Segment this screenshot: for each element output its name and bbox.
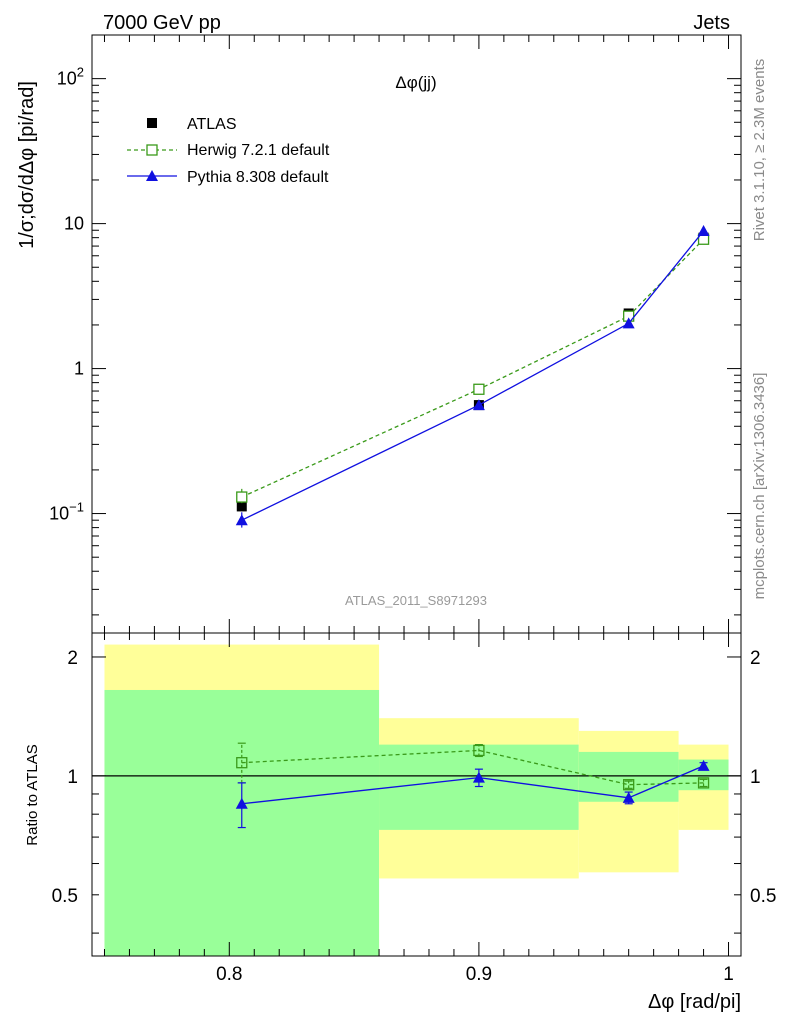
legend-pythia-marker: [146, 170, 158, 181]
legend-pythia-label: Pythia 8.308 default: [187, 169, 329, 186]
legend-atlas-marker: [147, 118, 157, 128]
legend-entry-atlas: ATLAS: [147, 116, 237, 133]
header-left: 7000 GeV pp: [103, 12, 221, 34]
x-axis-label: Δφ [rad/pi]: [648, 991, 741, 1013]
series-line-herwig: [241, 238, 705, 498]
data-point-atlas: [236, 501, 247, 512]
ratio-line-pythia: [241, 765, 704, 805]
ratio-y-tick-label-right: 1: [750, 767, 761, 788]
ratio-y-tick-label-right: 2: [750, 648, 761, 669]
data-point-pythia: [697, 224, 710, 236]
x-tick-label: 1: [723, 964, 734, 985]
ratio-y-tick-label-left: 1: [67, 767, 78, 788]
legend-entry-pythia: Pythia 8.308 default: [127, 169, 329, 186]
ratio-point-pythia: [697, 759, 710, 771]
x-tick-label: 0.8: [216, 964, 242, 985]
x-tick-label: 0.9: [466, 964, 492, 985]
data-point-herwig: [236, 491, 248, 503]
ratio-y-axis-label: Ratio to ATLAS: [24, 744, 41, 845]
ratio-point-pythia: [235, 797, 248, 809]
ratio-tick-labels: 0.5 0.5 1 1 2 2 0.8 0.9 1: [52, 648, 777, 985]
ratio-series: [235, 742, 710, 829]
ratio-axis-ticks: [92, 633, 741, 956]
data-point-pythia: [235, 514, 248, 526]
y-tick-label: 102: [57, 65, 84, 89]
legend-entry-herwig: Herwig 7.2.1 default: [127, 142, 330, 159]
legend: ATLAS Herwig 7.2.1 default Pythia 8.308 …: [127, 116, 330, 186]
data-point-herwig: [473, 383, 485, 395]
ratio-point-herwig: [697, 777, 710, 789]
ratio-plot-frame: [91, 632, 742, 957]
ratio-y-tick-label-left: 0.5: [52, 886, 78, 907]
ratio-line-herwig: [241, 749, 704, 786]
ratio-y-tick-label-right: 0.5: [750, 886, 776, 907]
ratio-point-herwig: [623, 779, 635, 791]
analysis-watermark: ATLAS_2011_S8971293: [345, 593, 487, 608]
series-line-pythia: [241, 230, 705, 521]
legend-atlas-label: ATLAS: [187, 116, 237, 133]
ratio-point-pythia: [622, 791, 635, 803]
data-point-pythia: [472, 399, 485, 411]
ratio-uncertainty-bands: [104, 644, 729, 956]
ratio-point-herwig: [236, 757, 248, 769]
source-label: mcplots.cern.ch [arXiv:1306.3436]: [751, 373, 768, 600]
top-y-axis-label: 1/σ;dσ/dΔφ [pi/rad]: [16, 81, 38, 249]
top-axis-ticks: [92, 34, 741, 633]
rivet-label: Rivet 3.1.10, ≥ 2.3M events: [751, 59, 768, 242]
ratio-y-tick-label-left: 2: [67, 648, 78, 669]
ratio-point-pythia: [472, 771, 485, 783]
top-series: [235, 224, 710, 528]
legend-herwig-label: Herwig 7.2.1 default: [187, 142, 330, 159]
data-point-pythia: [622, 317, 635, 329]
plot-title: Δφ(jj): [395, 73, 436, 92]
y-tick-label: 1: [74, 359, 84, 379]
y-tick-label: 10: [64, 214, 84, 234]
ratio-point-herwig: [473, 744, 485, 757]
y-tick-label: 10−1: [49, 500, 84, 524]
header-right: Jets: [693, 12, 730, 34]
legend-herwig-marker: [146, 144, 158, 156]
top-y-tick-labels: 10−1 1 10 102: [49, 65, 84, 524]
